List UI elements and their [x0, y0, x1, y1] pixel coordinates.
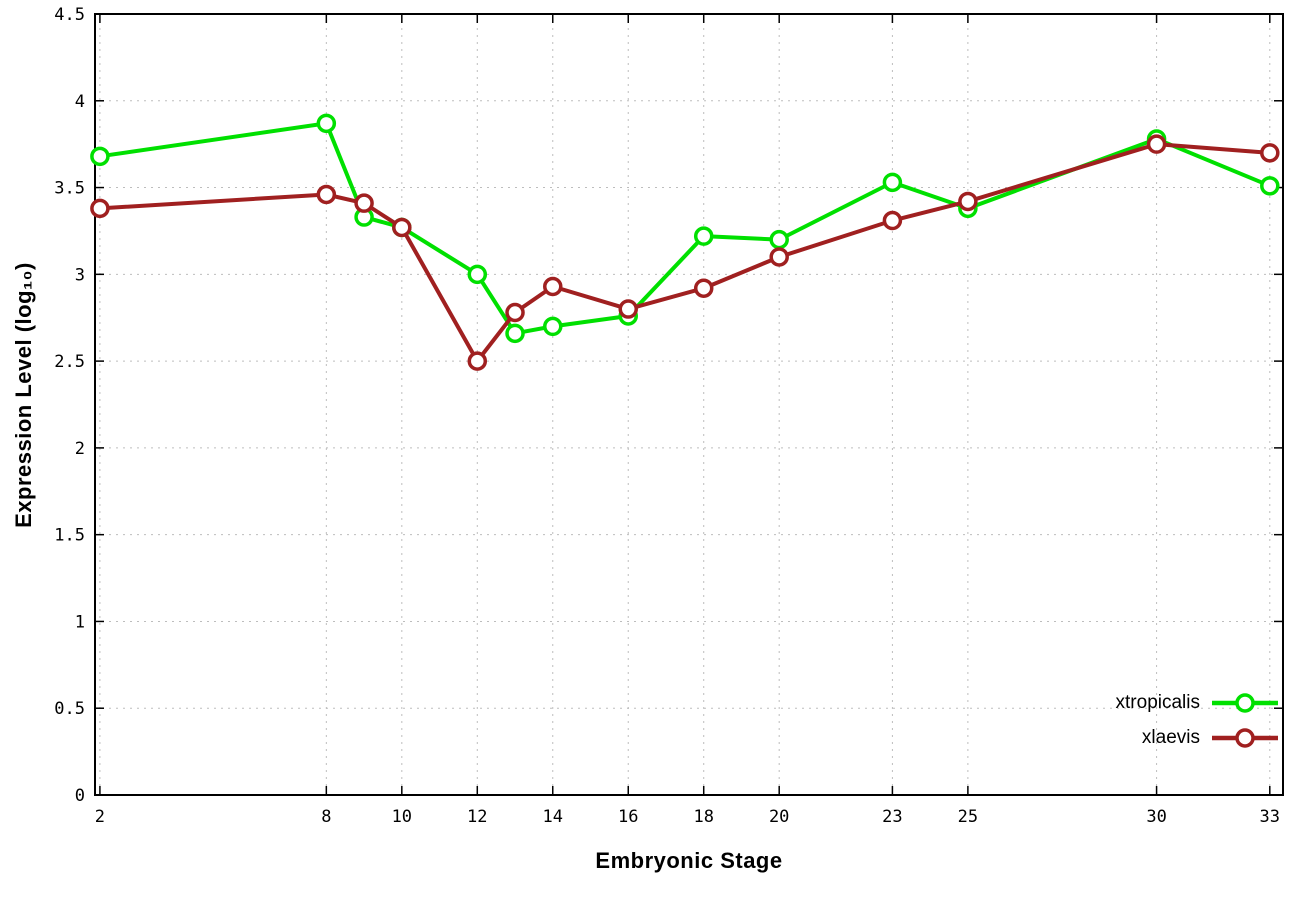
- svg-text:16: 16: [618, 807, 638, 827]
- x-axis-title: Embryonic Stage: [595, 848, 783, 873]
- svg-text:0: 0: [75, 786, 85, 806]
- svg-text:14: 14: [543, 807, 563, 827]
- svg-text:1.5: 1.5: [54, 526, 85, 546]
- svg-text:8: 8: [321, 807, 331, 827]
- svg-text:10: 10: [392, 807, 412, 827]
- svg-text:33: 33: [1260, 807, 1280, 827]
- legend-item-xtropicalis: xtropicalis: [1116, 686, 1280, 719]
- svg-text:30: 30: [1146, 807, 1166, 827]
- svg-text:1: 1: [75, 612, 85, 632]
- svg-text:0.5: 0.5: [54, 699, 85, 719]
- svg-text:20: 20: [769, 807, 789, 827]
- svg-text:18: 18: [693, 807, 713, 827]
- svg-text:12: 12: [467, 807, 487, 827]
- svg-text:2.5: 2.5: [54, 352, 85, 372]
- legend-item-xlaevis: xlaevis: [1116, 721, 1280, 754]
- legend-label-xtropicalis: xtropicalis: [1115, 691, 1200, 713]
- svg-text:4.5: 4.5: [54, 5, 85, 25]
- svg-text:3.5: 3.5: [54, 179, 85, 199]
- line-marker-icon: [1212, 727, 1278, 748]
- svg-text:2: 2: [95, 807, 105, 827]
- svg-text:25: 25: [958, 807, 978, 827]
- svg-text:3: 3: [75, 265, 85, 285]
- legend: xtropicalis xlaevis: [1116, 686, 1280, 754]
- svg-text:2: 2: [75, 439, 85, 459]
- line-marker-icon: [1212, 692, 1278, 713]
- svg-text:4: 4: [75, 92, 85, 112]
- legend-label-xlaevis: xlaevis: [1141, 726, 1200, 748]
- svg-text:23: 23: [882, 807, 902, 827]
- y-axis-title: Expression Level (log₁₀): [11, 262, 36, 528]
